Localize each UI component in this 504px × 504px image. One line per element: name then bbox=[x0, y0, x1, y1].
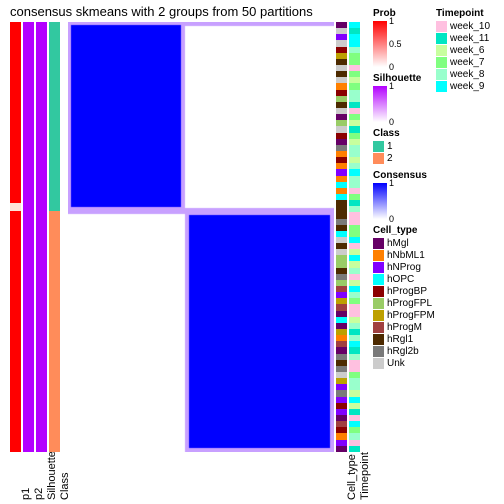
legend-swatch bbox=[373, 250, 384, 261]
legend-swatch bbox=[373, 322, 384, 333]
legend-Consensus: Consensus 10 bbox=[373, 170, 433, 219]
legend-Timepoint: Timepointweek_10week_11week_6week_7week_… bbox=[436, 8, 502, 92]
legend-swatch bbox=[373, 334, 384, 345]
legend-Cell_type: Cell_typehMglhNbML1hNProghOPChProgBPhPro… bbox=[373, 225, 433, 369]
legend-swatch bbox=[436, 45, 447, 56]
left-ann-p2 bbox=[23, 22, 34, 452]
legend-item: hOPC bbox=[373, 274, 433, 285]
legend-label: week_7 bbox=[450, 57, 484, 68]
left-ann-Class bbox=[49, 22, 60, 452]
colorbar: 10.50 bbox=[373, 21, 387, 67]
legend-Silhouette: Silhouette 10 bbox=[373, 73, 433, 122]
colorbar-tick: 0 bbox=[389, 62, 394, 72]
legend-label: hNProg bbox=[387, 262, 421, 273]
xlabel-p1: p1 bbox=[20, 488, 22, 500]
xlabel-Silhouette: Silhouette bbox=[46, 451, 48, 500]
legend-item: hNProg bbox=[373, 262, 433, 273]
legend-title: Class bbox=[373, 128, 433, 139]
legend-area-main: Prob10.50Silhouette10Class12Consensus10C… bbox=[373, 8, 433, 375]
legend-item: 1 bbox=[373, 141, 433, 152]
legend-swatch bbox=[373, 298, 384, 309]
legend-label: Unk bbox=[387, 358, 405, 369]
legend-label: hProgFPL bbox=[387, 298, 432, 309]
legend-label: week_11 bbox=[450, 33, 489, 44]
legend-swatch bbox=[373, 274, 384, 285]
legend-swatch bbox=[436, 33, 447, 44]
legend-Class: Class 12 bbox=[373, 128, 433, 164]
legend-item: hRgl2b bbox=[373, 346, 433, 357]
colorbar-tick: 0.5 bbox=[389, 39, 402, 49]
left-ann-p1 bbox=[10, 22, 21, 452]
legend-label: hOPC bbox=[387, 274, 414, 285]
legend-area-right: Timepointweek_10week_11week_6week_7week_… bbox=[436, 8, 502, 98]
xlabel-Cell_type: Cell_type bbox=[346, 454, 348, 500]
legend-label: week_10 bbox=[450, 21, 490, 32]
legend-swatch bbox=[436, 21, 447, 32]
legend-label: week_6 bbox=[450, 45, 484, 56]
legend-item: week_8 bbox=[436, 69, 502, 80]
legend-label: hRgl2b bbox=[387, 346, 419, 357]
legend-label: hProgBP bbox=[387, 286, 427, 297]
legend-label: hProgFPM bbox=[387, 310, 435, 321]
legend-Prob: Prob 10.50 bbox=[373, 8, 433, 67]
legend-item: 2 bbox=[373, 153, 433, 164]
legend-title: Prob bbox=[373, 8, 433, 19]
legend-swatch bbox=[373, 358, 384, 369]
colorbar: 10 bbox=[373, 183, 387, 219]
legend-item: hProgBP bbox=[373, 286, 433, 297]
legend-swatch bbox=[373, 346, 384, 357]
right-ann-Cell_type bbox=[336, 22, 347, 452]
colorbar-tick: 0 bbox=[389, 214, 394, 224]
xlabel-Timepoint: Timepoint bbox=[359, 452, 361, 500]
legend-swatch bbox=[373, 262, 384, 273]
legend-item: week_10 bbox=[436, 21, 502, 32]
legend-title: Consensus bbox=[373, 170, 433, 181]
legend-label: hMgl bbox=[387, 238, 409, 249]
legend-title: Cell_type bbox=[373, 225, 433, 236]
colorbar-tick: 1 bbox=[389, 178, 394, 188]
legend-item: hRgl1 bbox=[373, 334, 433, 345]
legend-swatch bbox=[373, 153, 384, 164]
legend-swatch bbox=[373, 141, 384, 152]
legend-item: week_7 bbox=[436, 57, 502, 68]
legend-swatch bbox=[436, 69, 447, 80]
legend-label: 1 bbox=[387, 141, 393, 152]
xlabel-p2: p2 bbox=[33, 488, 35, 500]
legend-item: week_9 bbox=[436, 81, 502, 92]
legend-label: hProgM bbox=[387, 322, 422, 333]
legend-item: Unk bbox=[373, 358, 433, 369]
legend-swatch bbox=[373, 238, 384, 249]
legend-swatch bbox=[373, 286, 384, 297]
legend-swatch bbox=[373, 310, 384, 321]
xlabel-Class: Class bbox=[59, 472, 61, 500]
consensus-heatmap bbox=[68, 22, 334, 452]
legend-label: hNbML1 bbox=[387, 250, 425, 261]
chart-title: consensus skmeans with 2 groups from 50 … bbox=[10, 4, 313, 19]
legend-swatch bbox=[436, 57, 447, 68]
legend-item: hProgFPM bbox=[373, 310, 433, 321]
colorbar-tick: 1 bbox=[389, 81, 394, 91]
colorbar-tick: 0 bbox=[389, 117, 394, 127]
legend-title: Timepoint bbox=[436, 8, 502, 19]
legend-label: hRgl1 bbox=[387, 334, 413, 345]
legend-item: week_6 bbox=[436, 45, 502, 56]
colorbar-tick: 1 bbox=[389, 16, 394, 26]
legend-item: hNbML1 bbox=[373, 250, 433, 261]
legend-item: hMgl bbox=[373, 238, 433, 249]
legend-label: week_8 bbox=[450, 69, 484, 80]
legend-item: hProgFPL bbox=[373, 298, 433, 309]
right-ann-Timepoint bbox=[349, 22, 360, 452]
colorbar: 10 bbox=[373, 86, 387, 122]
legend-title: Silhouette bbox=[373, 73, 433, 84]
legend-label: week_9 bbox=[450, 81, 484, 92]
legend-item: hProgM bbox=[373, 322, 433, 333]
left-ann-Silhouette bbox=[36, 22, 47, 452]
legend-label: 2 bbox=[387, 153, 393, 164]
legend-swatch bbox=[436, 81, 447, 92]
legend-item: week_11 bbox=[436, 33, 502, 44]
